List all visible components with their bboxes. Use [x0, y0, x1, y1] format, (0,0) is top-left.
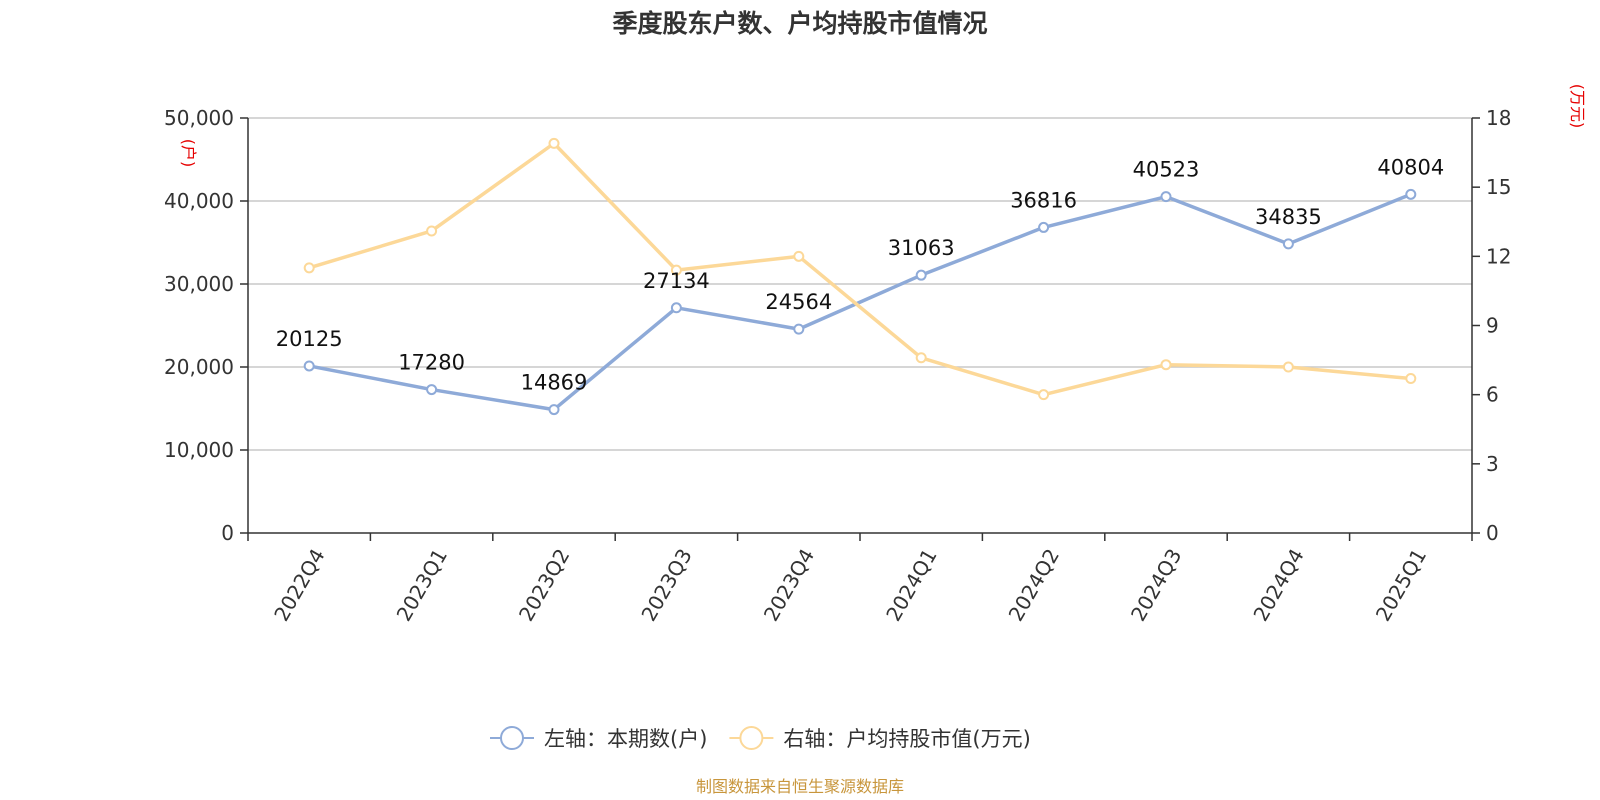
left-tick-label: 10,000 — [164, 438, 234, 462]
series-1-point — [670, 302, 682, 314]
series-1-point — [303, 360, 315, 372]
series-1-point — [1038, 221, 1050, 233]
x-tick-label: 2024Q4 — [1248, 545, 1308, 626]
series-layer — [303, 137, 1417, 416]
x-tick-label: 2023Q3 — [636, 545, 696, 626]
x-tick-label: 2024Q2 — [1004, 545, 1064, 626]
data-label: 34835 — [1255, 205, 1322, 229]
series-1-point — [426, 384, 438, 396]
legend: 左轴：本期数(户) 右轴：户均持股市值(万元) — [490, 726, 1031, 751]
data-label: 24564 — [765, 290, 832, 314]
series-2-point — [1160, 359, 1172, 371]
data-label: 14869 — [521, 371, 588, 395]
left-tick-label: 20,000 — [164, 355, 234, 379]
x-tick-label: 2022Q4 — [269, 545, 329, 626]
right-tick-label: 6 — [1486, 383, 1499, 407]
legend-label: 右轴：户均持股市值(万元) — [783, 727, 1030, 751]
x-tick-label: 2025Q1 — [1371, 545, 1431, 626]
series-1-point — [793, 323, 805, 335]
right-axis-ticks: 0 3 6 9 12 15 18 — [1472, 106, 1511, 545]
legend-swatch-marker — [500, 726, 524, 750]
data-label: 27134 — [643, 269, 710, 293]
series-2-point — [1405, 373, 1417, 385]
right-tick-label: 15 — [1486, 175, 1511, 199]
data-label: 31063 — [888, 236, 955, 260]
source-note: 制图数据来自恒生聚源数据库 — [696, 777, 904, 796]
series-2-point — [548, 137, 560, 149]
right-tick-label: 12 — [1486, 244, 1511, 268]
right-tick-label: 0 — [1486, 521, 1499, 545]
legend-swatch-marker — [739, 726, 764, 750]
chart-title: 季度股东户数、户均持股市值情况 — [612, 9, 987, 38]
left-tick-label: 50,000 — [164, 106, 234, 130]
series-line-2 — [308, 141, 1411, 397]
data-label: 20125 — [276, 327, 343, 351]
left-axis-ticks: 0 10,000 20,000 30,000 40,000 50,000 — [164, 106, 248, 545]
right-tick-label: 18 — [1486, 106, 1511, 130]
x-tick-label: 2023Q2 — [514, 545, 574, 626]
right-tick-label: 9 — [1486, 314, 1499, 338]
x-tick-label: 2024Q1 — [881, 545, 941, 626]
data-label: 36816 — [1010, 188, 1077, 212]
series-2-point — [793, 250, 805, 262]
left-tick-label: 40,000 — [164, 189, 234, 213]
left-tick-label: 0 — [221, 521, 234, 545]
series-line-1 — [308, 192, 1412, 412]
series-1-point — [1405, 188, 1417, 200]
series-2-point — [1282, 361, 1294, 373]
data-label: 17280 — [398, 351, 465, 375]
series-1-point — [1160, 191, 1172, 203]
x-tick-label: 2023Q4 — [759, 545, 819, 626]
series-2-point — [670, 264, 682, 276]
series-2-point — [303, 262, 315, 274]
right-tick-label: 3 — [1486, 452, 1499, 476]
x-tick-label: 2024Q3 — [1126, 545, 1186, 626]
data-label: 40804 — [1377, 155, 1444, 179]
x-tick-label: 2023Q1 — [392, 545, 452, 626]
series-2-point — [1038, 389, 1050, 401]
series-1-point — [1282, 238, 1294, 250]
data-label: 40523 — [1133, 158, 1200, 182]
axes — [247, 118, 1473, 534]
data-labels: 20125 17280 14869 27134 24564 31063 36816 40523… — [276, 155, 1444, 394]
right-axis-unit: (万元) — [1568, 84, 1587, 129]
series-1-point — [915, 269, 927, 281]
left-axis-unit: (户) — [179, 139, 198, 168]
x-axis-ticks: 2022Q4 2023Q1 2023Q2 2023Q3 2023Q4 2024Q1 2024… — [247, 533, 1473, 626]
left-tick-label: 30,000 — [164, 272, 234, 296]
legend-label: 左轴：本期数(户) — [544, 727, 707, 751]
series-1-point — [548, 404, 560, 416]
grid — [248, 117, 1472, 451]
series-2-point — [426, 225, 438, 237]
series-2-point — [915, 352, 927, 364]
